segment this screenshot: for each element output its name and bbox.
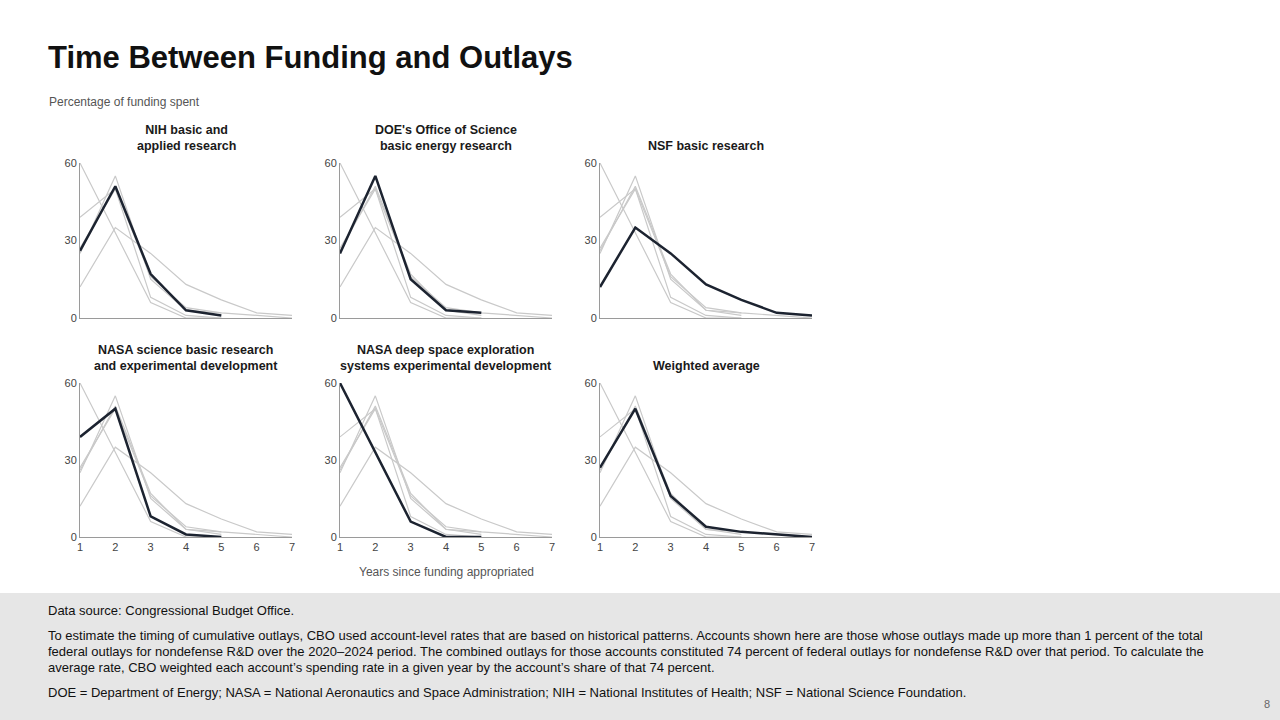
svg-text:6: 6 [514, 541, 520, 553]
svg-text:60: 60 [65, 157, 77, 169]
svg-text:5: 5 [738, 541, 744, 553]
svg-text:0: 0 [71, 312, 77, 324]
svg-text:7: 7 [549, 541, 555, 553]
svg-text:0: 0 [71, 531, 77, 543]
svg-text:NIH basic andapplied research: NIH basic andapplied research [137, 123, 236, 153]
svg-text:60: 60 [585, 377, 597, 389]
html-text:DOE = Department of Energy; NA: DOE = Department of Energy; NASA = Natio… [48, 685, 967, 700]
svg-text:30: 30 [585, 234, 597, 246]
svg-text:4: 4 [183, 541, 189, 553]
svg-text:30: 30 [325, 234, 337, 246]
svg-text:2: 2 [112, 541, 118, 553]
svg-text:Years since funding appropriat: Years since funding appropriated [359, 565, 534, 579]
svg-text:0: 0 [331, 312, 337, 324]
svg-text:1: 1 [77, 541, 83, 553]
svg-text:30: 30 [325, 454, 337, 466]
svg-text:0: 0 [331, 531, 337, 543]
svg-text:60: 60 [65, 377, 77, 389]
html-text:To estimate the timing of cumu: To estimate the timing of cumulative out… [48, 628, 1204, 675]
svg-text:NASA science basic researchand: NASA science basic researchand experimen… [94, 343, 278, 373]
svg-text:3: 3 [668, 541, 674, 553]
html-text:8: 8 [1263, 698, 1270, 710]
svg-text:0: 0 [591, 312, 597, 324]
html-text:Data source: Congressional Bud: Data source: Congressional Budget Office… [48, 603, 295, 618]
svg-text:4: 4 [443, 541, 449, 553]
svg-text:60: 60 [325, 157, 337, 169]
svg-text:7: 7 [289, 541, 295, 553]
svg-text:3: 3 [148, 541, 154, 553]
svg-text:0: 0 [591, 531, 597, 543]
svg-text:4: 4 [703, 541, 709, 553]
svg-text:7: 7 [809, 541, 815, 553]
html-text:Time Between Funding and Outla: Time Between Funding and Outlays [48, 40, 573, 75]
svg-text:60: 60 [325, 377, 337, 389]
svg-text:6: 6 [254, 541, 260, 553]
svg-text:5: 5 [218, 541, 224, 553]
svg-text:1: 1 [597, 541, 603, 553]
svg-text:3: 3 [408, 541, 414, 553]
svg-text:NASA deep space explorationsys: NASA deep space explorationsystems exper… [340, 343, 552, 373]
svg-text:2: 2 [632, 541, 638, 553]
svg-text:5: 5 [478, 541, 484, 553]
svg-text:30: 30 [585, 454, 597, 466]
svg-text:DOE's Office of Sciencebasic e: DOE's Office of Sciencebasic energy rese… [375, 123, 517, 153]
svg-text:60: 60 [585, 157, 597, 169]
svg-text:NSF basic research: NSF basic research [648, 139, 764, 153]
svg-text:30: 30 [65, 454, 77, 466]
svg-text:Weighted average: Weighted average [653, 359, 760, 373]
html-text:Percentage of funding spent: Percentage of funding spent [49, 95, 200, 109]
svg-text:1: 1 [337, 541, 343, 553]
svg-text:2: 2 [372, 541, 378, 553]
svg-text:30: 30 [65, 234, 77, 246]
svg-text:6: 6 [774, 541, 780, 553]
